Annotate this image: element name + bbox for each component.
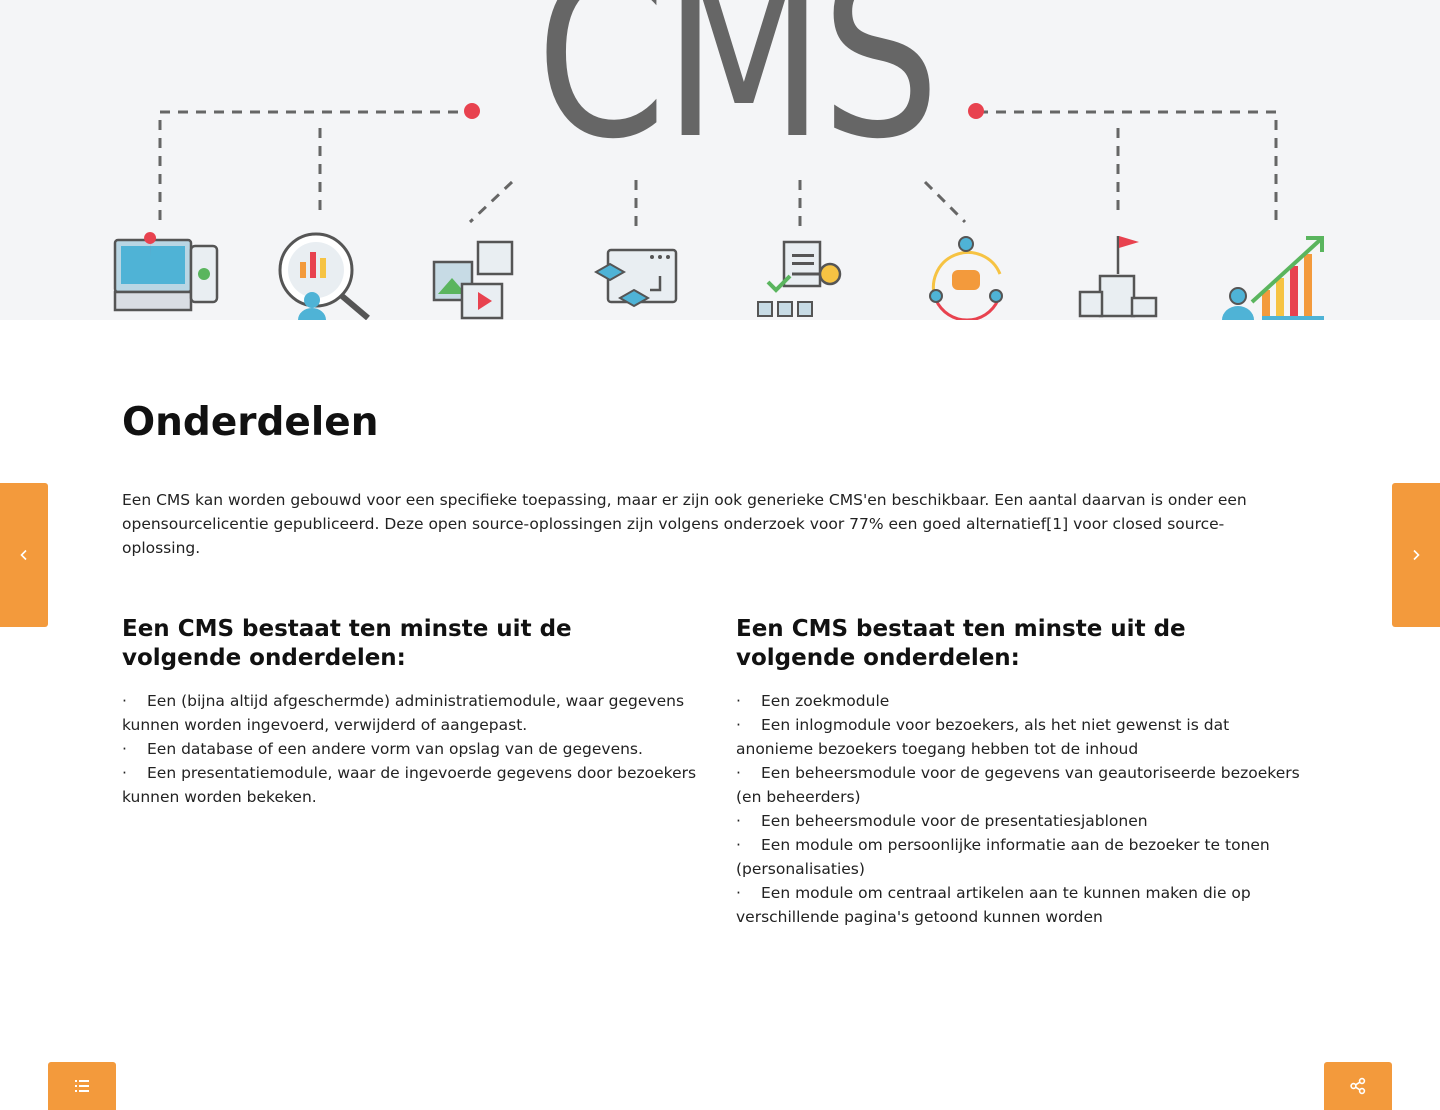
share-button[interactable] — [1324, 1062, 1392, 1110]
previous-page-button[interactable] — [0, 483, 48, 627]
list-item: · Een beheersmodule voor de gegevens van … — [736, 761, 1311, 809]
bullet: · — [736, 692, 741, 710]
table-of-contents-button[interactable] — [48, 1062, 116, 1110]
right-column: Een CMS bestaat ten minste uit de volgen… — [736, 615, 1311, 929]
bullet: · — [122, 692, 127, 710]
list-item: · Een (bijna altijd afgeschermde) adminis… — [122, 689, 697, 737]
page-title: Onderdelen — [122, 400, 379, 445]
growth-chart-icon — [1222, 236, 1324, 320]
list-item: · Een zoekmodule — [736, 689, 1311, 713]
analytics-search-icon — [278, 232, 370, 320]
list-item: · Een database of een andere vorm van ops… — [122, 737, 697, 761]
list-icon — [75, 1080, 89, 1092]
monitor-location-icon — [113, 232, 219, 312]
chevron-left-icon — [20, 549, 27, 561]
podium-icon — [1078, 236, 1158, 318]
bullet: · — [736, 884, 741, 902]
left-column: Een CMS bestaat ten minste uit de volgen… — [122, 615, 697, 809]
list-item: · Een beheersmodule voor de presentatiesj… — [736, 809, 1311, 833]
cms-logo: CMS — [536, 0, 940, 189]
bullet: · — [122, 764, 127, 782]
hero-banner: CMS — [0, 0, 1440, 320]
right-column-list: · Een zoekmodule · Een inlogmodule voor be… — [736, 689, 1311, 929]
list-item: · Een inlogmodule voor bezoekers, als het… — [736, 713, 1311, 761]
list-item: · Een module om centraal artikelen aan te… — [736, 881, 1311, 929]
media-gallery-icon — [432, 240, 514, 320]
bullet: · — [736, 716, 741, 734]
bullet: · — [736, 836, 741, 854]
share-icon — [1350, 1077, 1366, 1095]
left-column-heading: Een CMS bestaat ten minste uit de volgen… — [122, 616, 572, 671]
workflow-icon — [593, 248, 678, 308]
bullet: · — [736, 812, 741, 830]
key-access-icon — [757, 240, 842, 317]
list-item: · Een presentatiemodule, waar de ingevoer… — [122, 761, 697, 809]
user-community-icon — [929, 236, 1003, 320]
left-column-list: · Een (bijna altijd afgeschermde) adminis… — [122, 689, 697, 809]
bullet: · — [122, 740, 127, 758]
chevron-right-icon — [1413, 549, 1420, 561]
intro-paragraph: Een CMS kan worden gebouwd voor een spec… — [122, 491, 1247, 557]
list-item: · Een module om persoonlijke informatie a… — [736, 833, 1311, 881]
hero-illustration — [113, 103, 1324, 320]
bullet: · — [736, 764, 741, 782]
right-column-heading: Een CMS bestaat ten minste uit de volgen… — [736, 616, 1186, 671]
next-page-button[interactable] — [1392, 483, 1440, 627]
